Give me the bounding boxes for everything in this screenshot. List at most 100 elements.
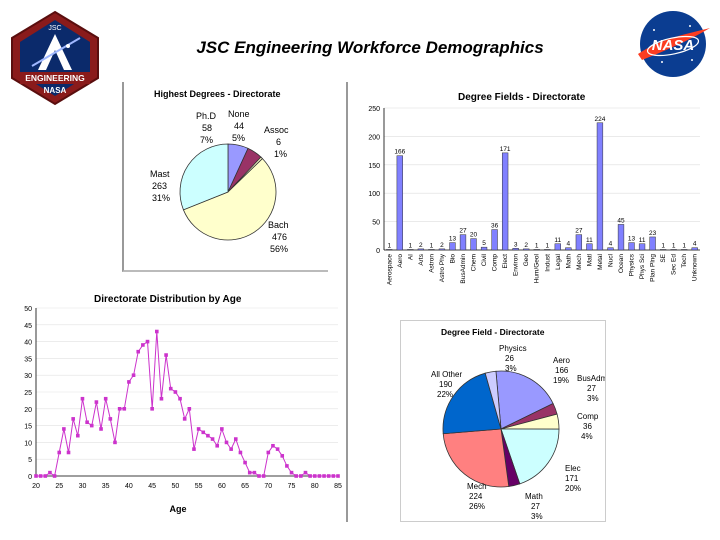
age-point	[127, 380, 131, 384]
bar-category-label: Geo	[523, 254, 530, 267]
age-point	[196, 427, 201, 431]
bar-busadmin	[459, 234, 467, 251]
age-point	[66, 450, 71, 455]
age-point	[159, 396, 164, 401]
age-point	[89, 423, 94, 428]
bar-category-label: Aerospace	[386, 254, 393, 285]
bar-category-label: Sec Ed	[671, 254, 678, 275]
bar-category-label: Aero	[397, 254, 404, 268]
pct-mast: 31%	[152, 193, 170, 203]
degree-fields-title: Degree Fields - Directorate	[458, 92, 586, 103]
page-title: JSC Engineering Workforce Demographics	[196, 38, 544, 57]
bar-se	[659, 249, 667, 251]
age-point	[201, 430, 206, 435]
age-point	[62, 427, 66, 431]
age-point	[299, 474, 303, 478]
bar-unknown	[691, 247, 698, 251]
line-x-tick: 70	[264, 483, 272, 490]
bar-value-label: 27	[459, 228, 467, 235]
bar-value-label: 11	[586, 237, 593, 244]
age-point	[71, 417, 75, 421]
bar-value-label: 1	[430, 242, 434, 249]
line-x-tick: 25	[55, 483, 63, 490]
bar-astron	[428, 249, 435, 251]
jsc-logo-bottom-text: NASA	[44, 86, 67, 95]
bar-math	[565, 247, 572, 251]
bar-y-tick: 0	[376, 248, 380, 255]
value-phd: 58	[202, 123, 212, 133]
age-point	[238, 450, 243, 455]
bar-value-label: 11	[554, 237, 561, 244]
age-point	[331, 474, 336, 478]
pct-bach: 56%	[270, 244, 288, 254]
line-x-tick: 45	[148, 483, 156, 490]
label-elec: Elec	[565, 464, 581, 473]
age-axis-label: Age	[169, 504, 186, 514]
pct-math: 3%	[531, 512, 543, 521]
bar-chem	[470, 238, 477, 251]
pct-none: 5%	[232, 133, 245, 143]
line-x-tick: 40	[125, 483, 133, 490]
line-x-tick: 35	[102, 483, 110, 490]
age-point	[192, 447, 196, 451]
line-x-tick: 50	[171, 483, 179, 490]
line-y-tick: 25	[24, 390, 32, 397]
pie-slice-mech	[442, 428, 510, 488]
label-comp: Comp	[577, 412, 599, 421]
line-x-tick: 55	[195, 483, 203, 490]
pie-slice-mast	[179, 143, 229, 211]
bar-geo	[523, 248, 530, 251]
degree-field-title: Degree Field - Directorate	[441, 327, 545, 337]
bar-value-label: 4	[567, 241, 571, 248]
age-point	[271, 443, 275, 448]
age-point	[257, 474, 261, 478]
age-point	[220, 427, 224, 431]
bar-category-label: Tech	[681, 254, 688, 268]
jsc-engineering-logo: JSC ENGINEERING NASA	[11, 10, 99, 106]
age-point	[322, 474, 326, 478]
label-mech: Mech	[467, 482, 487, 491]
bar-category-label: AI	[407, 254, 414, 260]
bar-physics	[628, 242, 635, 251]
bar-metal	[596, 122, 604, 251]
line-y-tick: 30	[24, 373, 32, 380]
age-point	[113, 440, 117, 445]
bar-indust	[544, 249, 551, 251]
bar-value-label: 45	[617, 217, 625, 224]
age-point	[94, 400, 99, 404]
bar-ai	[407, 249, 414, 251]
label-bach: Bach	[268, 220, 289, 230]
label-physics: Physics	[499, 344, 527, 353]
age-point	[131, 373, 136, 377]
value-bach: 476	[272, 232, 287, 242]
jsc-logo-band-text: ENGINEERING	[25, 73, 85, 83]
age-point	[182, 417, 187, 421]
age-point	[289, 470, 294, 475]
pct-aero: 19%	[553, 376, 569, 385]
age-point	[155, 329, 159, 334]
bar-category-label: BusAdmin	[460, 254, 467, 284]
bar-civil	[480, 246, 488, 251]
bar-value-label: 27	[575, 228, 583, 235]
nasa-logo-text: NASA	[652, 37, 695, 54]
age-point	[38, 474, 43, 478]
age-point	[150, 407, 154, 411]
bar-category-label: Plan Plng	[650, 254, 657, 282]
bar-mech	[575, 234, 583, 251]
age-point	[275, 447, 280, 451]
line-x-tick: 65	[241, 483, 249, 490]
line-x-tick: 60	[218, 483, 226, 490]
bar-category-label: Phys Sci	[639, 254, 646, 279]
line-y-tick: 20	[24, 407, 32, 414]
bar-value-label: 1	[661, 242, 665, 249]
bar-category-label: Metal	[597, 253, 604, 269]
age-point	[34, 474, 38, 478]
line-y-tick: 0	[28, 474, 32, 481]
line-y-tick: 40	[24, 340, 32, 347]
pct-mech: 26%	[469, 502, 485, 511]
bar-category-label: Elect	[502, 254, 509, 269]
bar-value-label: 1	[672, 242, 676, 249]
age-point	[108, 417, 113, 421]
nasa-logo: NASA	[638, 11, 710, 77]
age-point	[285, 464, 289, 468]
